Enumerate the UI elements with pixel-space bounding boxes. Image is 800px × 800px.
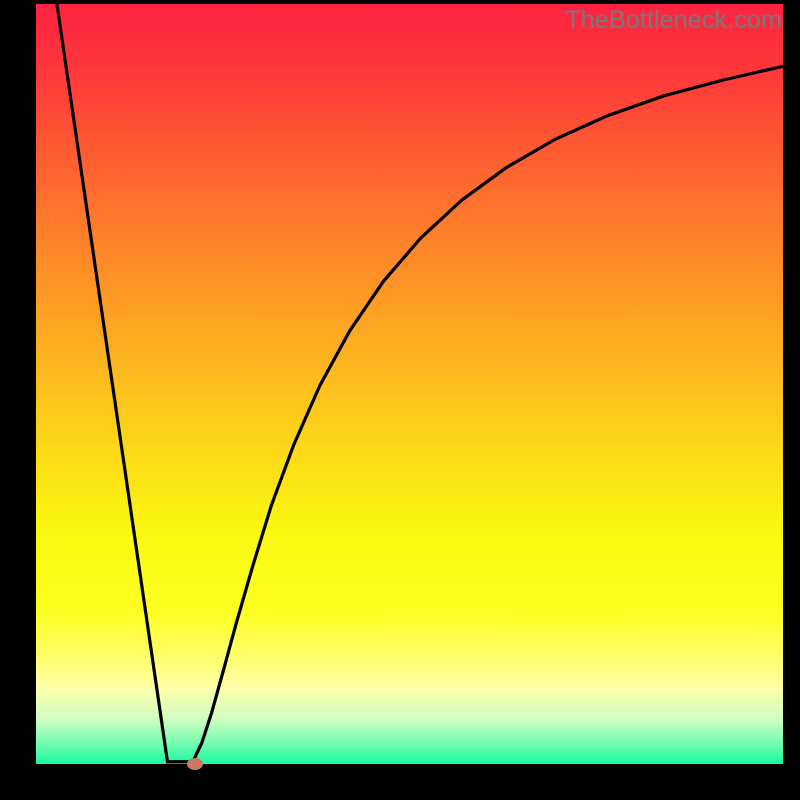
chart-container: TheBottleneck.com: [0, 0, 800, 800]
optimum-marker: [187, 758, 203, 770]
watermark-text: TheBottleneck.com: [565, 6, 782, 35]
plot-area: [36, 4, 783, 764]
curve-svg: [36, 4, 783, 764]
bottleneck-curve: [57, 4, 783, 762]
